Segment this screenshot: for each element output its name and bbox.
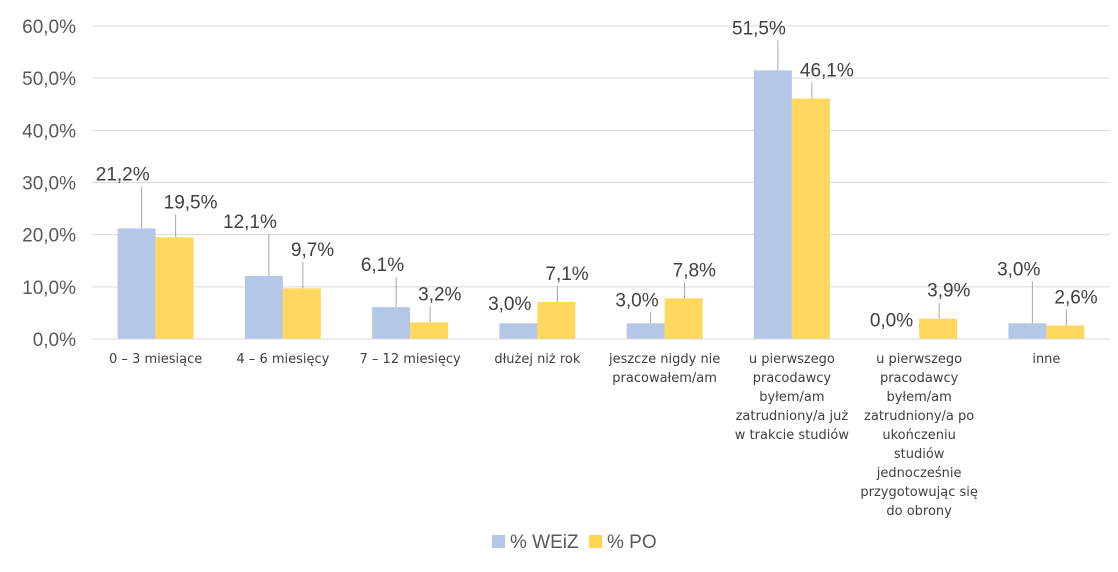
category-label: 0 – 3 miesiące — [109, 352, 202, 367]
data-label-po: 2,6% — [1054, 287, 1097, 308]
bar-po — [919, 318, 958, 339]
data-label-weiz: 3,0% — [615, 290, 658, 311]
category-label: 4 – 6 miesięcy — [236, 352, 329, 367]
bar-po — [410, 322, 449, 339]
bar-weiz — [753, 70, 792, 339]
y-tick-label: 40,0% — [22, 121, 76, 142]
legend-label: % PO — [607, 532, 657, 553]
bar-weiz — [1008, 323, 1047, 339]
data-labels: 21,2% 19,5%12,1% 9,7% 6,1% 3,2% 3,0% 7,1% 3,0% 7… — [96, 18, 1098, 331]
bar-weiz — [117, 228, 156, 339]
data-label-weiz: 12,1% — [223, 212, 277, 233]
bar-weiz — [372, 307, 411, 339]
bar-weiz — [499, 323, 538, 339]
data-label-weiz: 3,0% — [488, 294, 531, 315]
gridlines — [92, 25, 1110, 288]
y-axis-tick-labels: 0,0% 10,0% 20,0% 30,0% 40,0% 50,0% 60,0% — [22, 17, 76, 351]
legend-swatch — [492, 535, 505, 548]
data-label-po: 3,2% — [418, 284, 461, 305]
category-label: jeszcze nigdy nie pracowałem/am — [608, 352, 720, 386]
data-label-po: 46,1% — [800, 61, 854, 82]
category-label: inne — [1032, 352, 1060, 367]
y-tick-label: 10,0% — [22, 278, 76, 299]
bar-weiz — [244, 275, 283, 339]
category-label: dłużej niż rok — [494, 352, 581, 367]
data-label-weiz: 51,5% — [732, 18, 786, 39]
data-label-po: 7,1% — [545, 264, 588, 285]
legend: % WEiZ % PO — [492, 532, 657, 553]
y-tick-label: 20,0% — [22, 226, 76, 247]
bar-po — [155, 237, 194, 339]
legend-swatch — [589, 535, 602, 548]
category-label: u pierwszego pracodawcy byłem/am zatrudnion… — [860, 352, 977, 519]
bar-po — [537, 301, 576, 339]
label-leader-lines — [141, 40, 1067, 326]
category-label: u pierwszego pracodawcy byłem/am zatrudnion… — [735, 352, 850, 443]
category-label: 7 – 12 miesięcy — [360, 352, 462, 367]
data-label-weiz: 0,0% — [870, 311, 913, 332]
bar-po — [791, 98, 830, 340]
data-label-po: 9,7% — [291, 240, 334, 261]
data-label-po: 19,5% — [164, 192, 218, 213]
y-tick-label: 50,0% — [22, 69, 76, 90]
data-label-po: 3,9% — [927, 281, 970, 302]
y-tick-label: 60,0% — [22, 17, 76, 38]
data-label-weiz: 6,1% — [361, 255, 404, 276]
bar-weiz — [626, 323, 665, 339]
bar-po — [1046, 325, 1085, 339]
data-label-weiz: 3,0% — [997, 259, 1040, 280]
bar-po — [282, 288, 321, 339]
y-tick-label: 0,0% — [33, 330, 76, 351]
x-axis-category-labels: 0 – 3 miesiące 4 – 6 miesięcy 7 – 12 miesi… — [109, 352, 1060, 519]
bars — [117, 70, 1085, 340]
legend-label: % WEiZ — [510, 532, 579, 553]
data-label-weiz: 21,2% — [96, 164, 150, 185]
y-tick-label: 30,0% — [22, 174, 76, 195]
data-label-po: 7,8% — [673, 260, 716, 281]
bar-po — [664, 298, 703, 339]
